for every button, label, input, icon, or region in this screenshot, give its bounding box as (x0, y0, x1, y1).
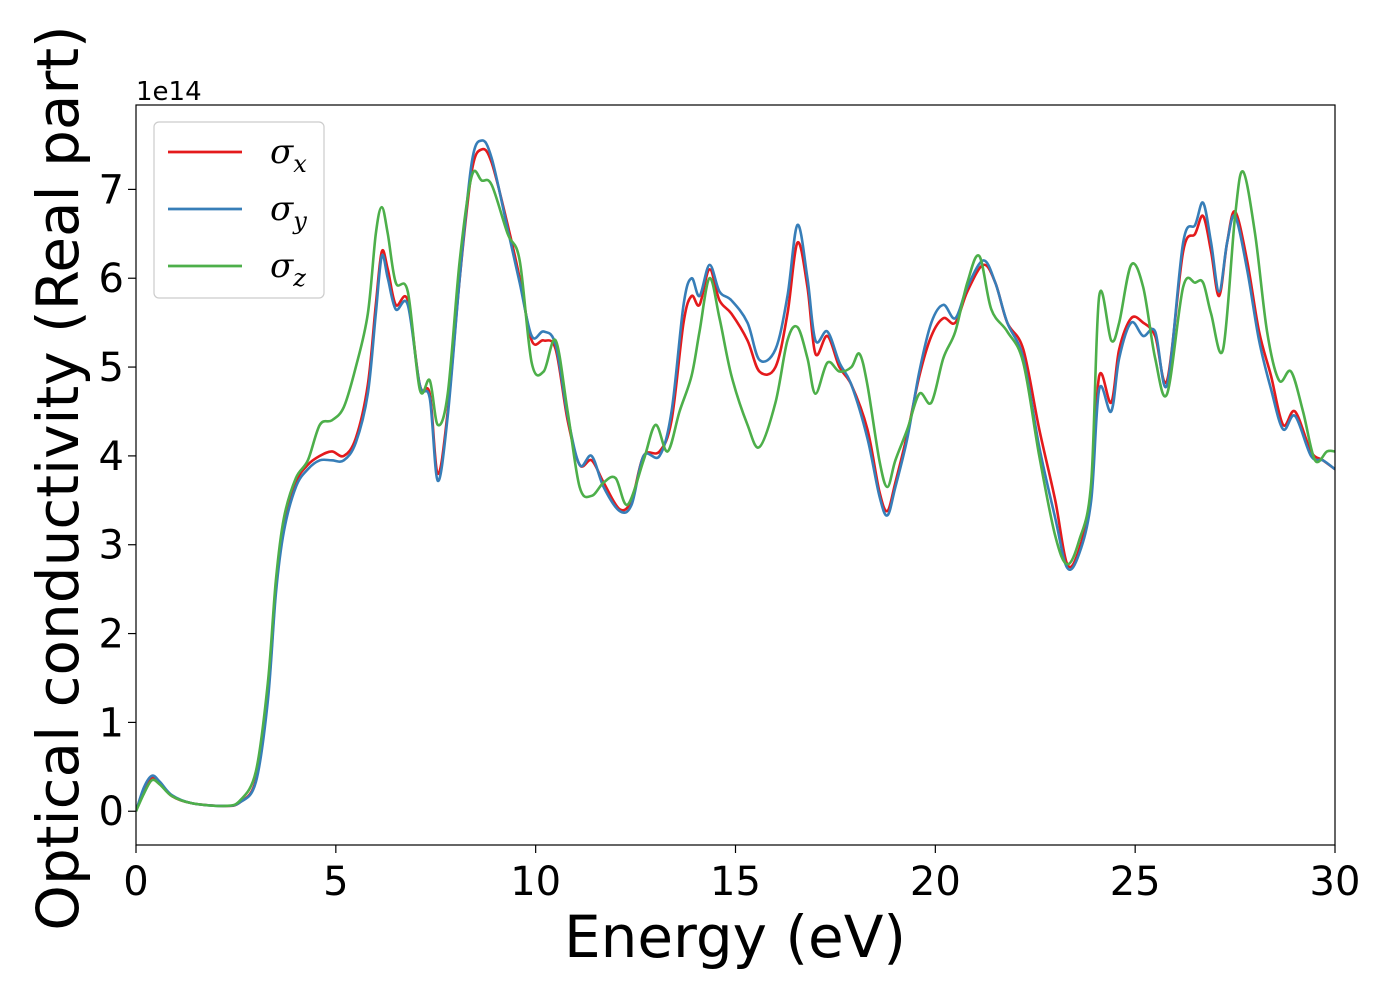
series-line-sigma-x (136, 147, 1335, 812)
y-tick-label: 7 (99, 167, 124, 213)
x-tick-label: 0 (123, 859, 148, 905)
y-tick-label: 1 (99, 700, 124, 746)
legend-label-sigma-x: σx (270, 132, 307, 178)
x-axis-title: Energy (eV) (564, 903, 906, 971)
legend: σx σy σz (153, 121, 325, 299)
legend-label-sigma-y: σy (270, 189, 307, 235)
series-line-sigma-z (136, 169, 1335, 812)
y-offset-label: 1e14 (136, 77, 202, 107)
series-lines (136, 139, 1335, 812)
y-tick-label: 2 (99, 612, 124, 658)
x-tick-label: 5 (323, 859, 348, 905)
y-tick-label: 6 (99, 256, 124, 302)
y-tick-label: 0 (99, 789, 124, 835)
y-ticks: 0 1 2 3 4 5 6 7 (99, 167, 136, 835)
x-tick-label: 25 (1110, 859, 1161, 905)
x-tick-label: 20 (910, 859, 961, 905)
legend-label-sigma-z: σz (270, 246, 306, 292)
x-tick-label: 30 (1310, 859, 1361, 905)
y-axis-title: Optical conductivity (Real part) (24, 25, 92, 930)
y-tick-label: 3 (99, 523, 124, 569)
x-tick-label: 10 (510, 859, 561, 905)
y-tick-label: 5 (99, 345, 124, 391)
y-tick-label: 4 (99, 434, 124, 480)
x-ticks: 0 5 10 15 20 25 30 (123, 845, 1360, 905)
x-tick-label: 15 (710, 859, 761, 905)
series-line-sigma-y (136, 139, 1335, 812)
